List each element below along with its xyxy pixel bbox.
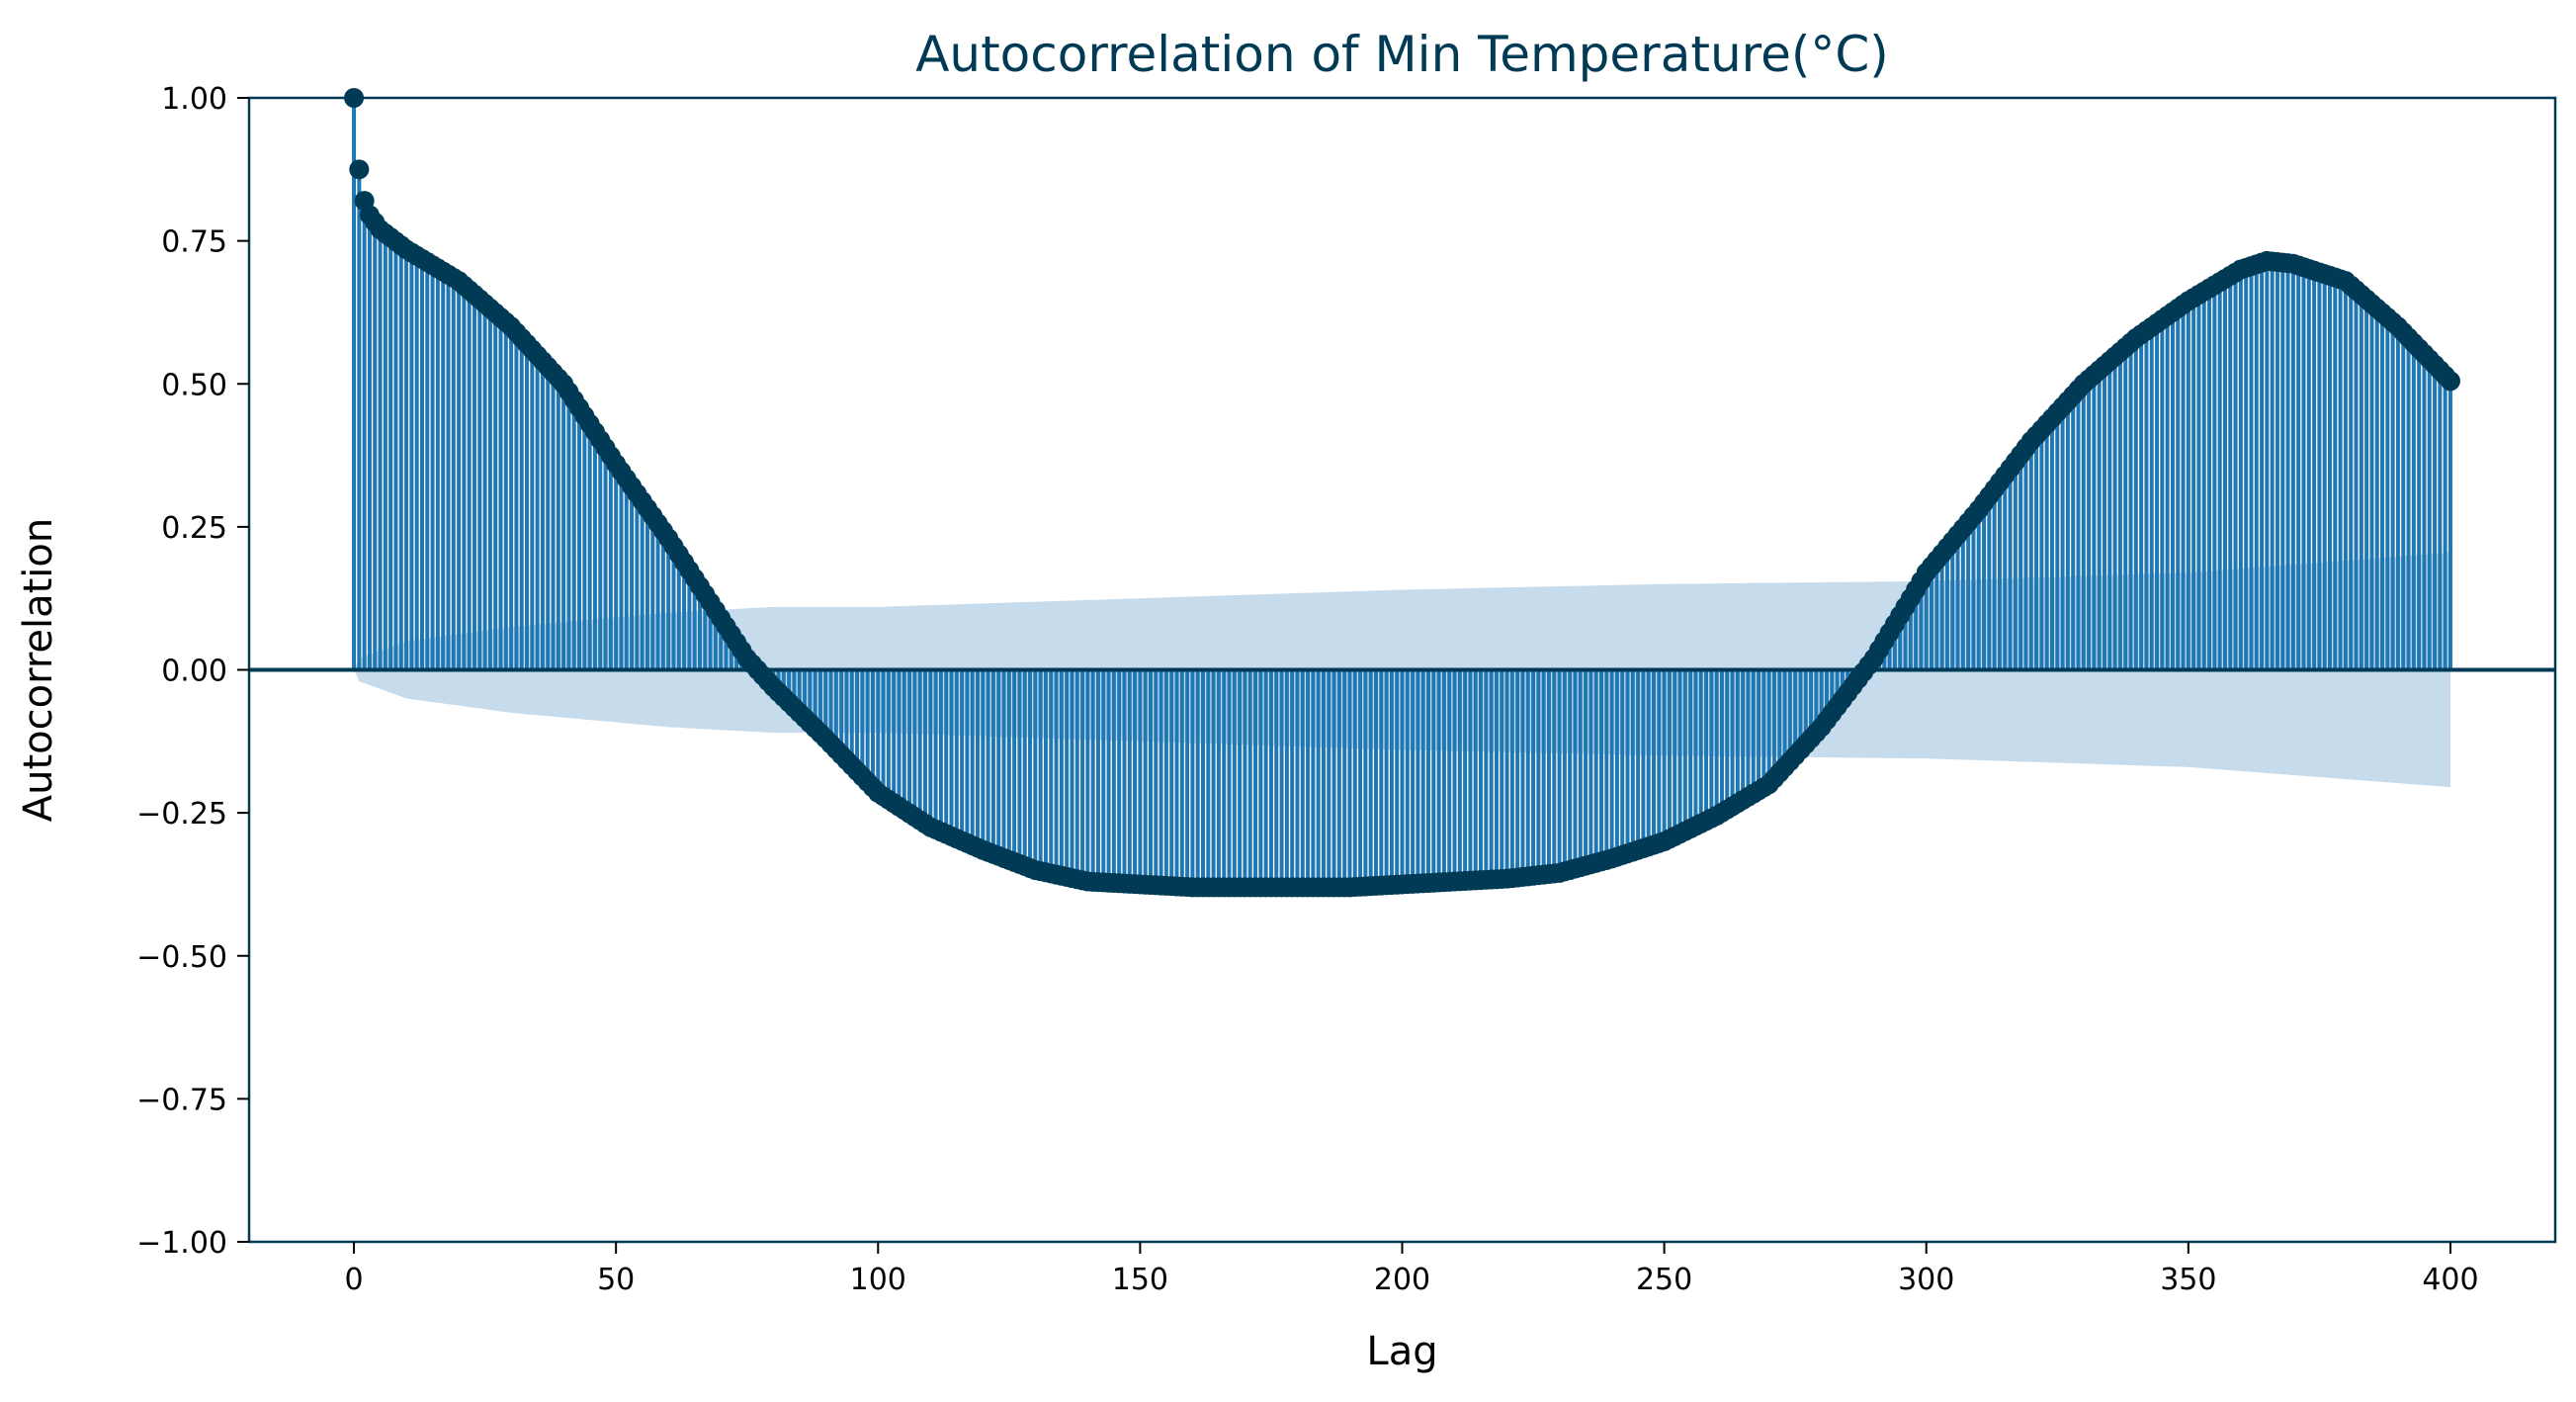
acf-marker <box>2440 371 2460 392</box>
acf-markers <box>344 88 2460 898</box>
x-tick-label: 100 <box>850 1263 906 1297</box>
x-tick-label: 0 <box>344 1263 363 1297</box>
x-tick-label: 50 <box>597 1263 635 1297</box>
y-tick-label: −0.25 <box>136 797 227 832</box>
x-axis-title: Lag <box>1366 1329 1437 1374</box>
chart-title: Autocorrelation of Min Temperature(°C) <box>915 26 1889 83</box>
y-tick-label: 0.25 <box>161 511 227 546</box>
x-tick-label: 400 <box>2422 1263 2478 1297</box>
y-tick-label: −1.00 <box>136 1226 227 1261</box>
x-tick-label: 150 <box>1112 1263 1168 1297</box>
x-tick-label: 350 <box>2160 1263 2216 1297</box>
y-tick-label: 0.00 <box>161 655 227 689</box>
y-tick-label: 0.75 <box>161 225 227 260</box>
x-ticks: 0 50 100 150 200 250 300 350 400 <box>344 1242 2479 1297</box>
y-axis-title: Autocorrelation <box>16 518 61 823</box>
y-tick-label: 1.00 <box>161 82 227 117</box>
x-tick-label: 300 <box>1898 1263 1954 1297</box>
y-tick-label: 0.50 <box>161 368 227 402</box>
y-tick-label: −0.75 <box>136 1083 227 1117</box>
y-tick-label: −0.50 <box>136 940 227 975</box>
stem-lines <box>352 98 2452 888</box>
y-ticks: 1.00 0.75 0.50 0.25 0.00 −0.25 −0.50 −0.75 −1.00 <box>136 82 249 1261</box>
x-tick-label: 200 <box>1374 1263 1430 1297</box>
acf-marker <box>349 159 370 180</box>
x-tick-label: 250 <box>1636 1263 1692 1297</box>
